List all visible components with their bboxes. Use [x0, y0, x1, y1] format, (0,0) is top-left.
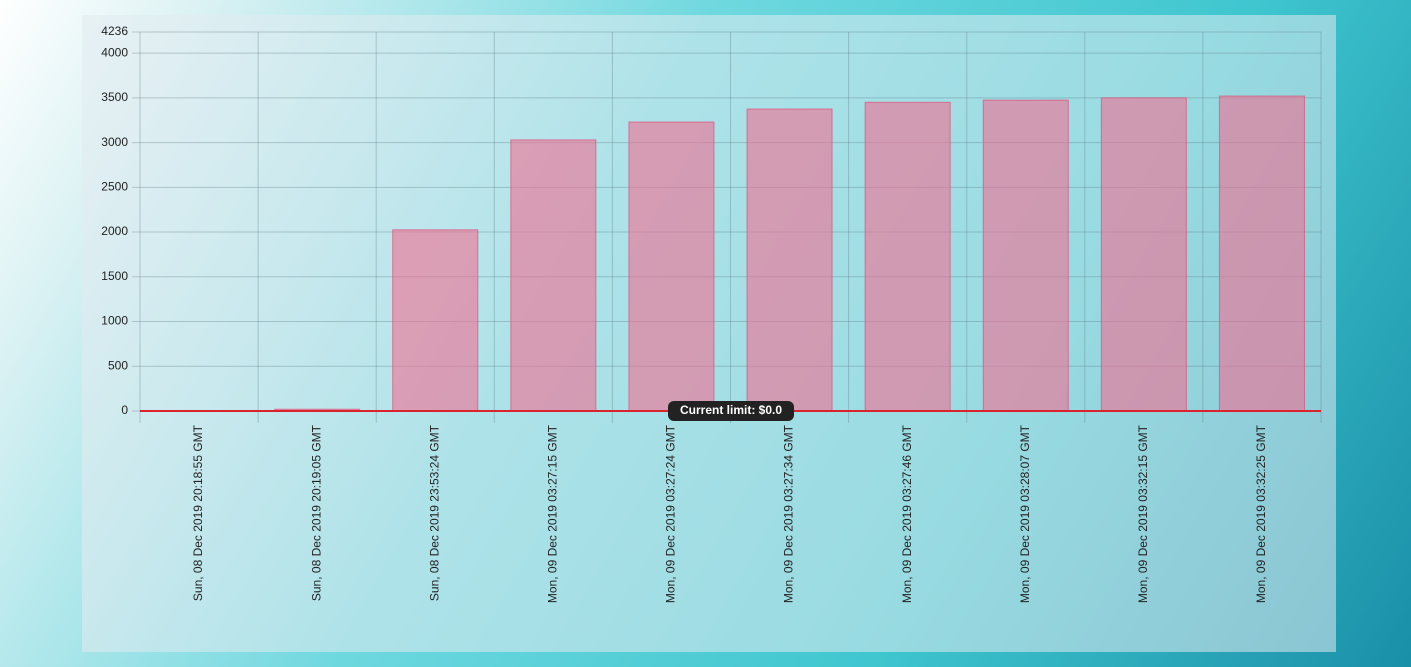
x-tick-label: Mon, 09 Dec 2019 03:32:15 GMT [1136, 424, 1150, 603]
y-tick-label: 3000 [101, 135, 128, 149]
x-tick-label: Sun, 08 Dec 2019 20:19:05 GMT [309, 424, 323, 601]
limit-label-box [668, 401, 794, 421]
bar [1218, 95, 1305, 412]
x-tick-label: Mon, 09 Dec 2019 03:27:46 GMT [900, 424, 914, 603]
bar [392, 229, 479, 412]
x-tick-label: Mon, 09 Dec 2019 03:27:15 GMT [546, 424, 560, 603]
y-tick-label: 1000 [101, 314, 128, 328]
bar [1100, 97, 1187, 412]
y-tick-label: 0 [121, 403, 128, 417]
y-tick-label: 2000 [101, 224, 128, 238]
limit-label: Current limit: $0.0 [680, 403, 782, 417]
y-tick-label: 4000 [101, 45, 128, 59]
x-tick-label: Mon, 09 Dec 2019 03:27:24 GMT [664, 424, 678, 603]
x-tick-label: Mon, 09 Dec 2019 03:28:07 GMT [1018, 424, 1032, 603]
x-tick-label: Mon, 09 Dec 2019 03:27:34 GMT [782, 424, 796, 603]
x-tick-label: Sun, 08 Dec 2019 23:53:24 GMT [427, 424, 441, 601]
bar [864, 101, 951, 412]
x-tick-label: Mon, 09 Dec 2019 03:32:25 GMT [1254, 424, 1268, 603]
y-tick-label: 4236 [101, 24, 128, 38]
bar [510, 139, 597, 412]
limit-annotation: Current limit: $0.0 [668, 401, 794, 421]
bar [746, 108, 833, 412]
y-tick-label: 1500 [101, 269, 128, 283]
bar [628, 121, 715, 412]
x-tick-label: Sun, 08 Dec 2019 20:18:55 GMT [191, 424, 205, 601]
bar [982, 99, 1069, 412]
y-tick-label: 500 [108, 358, 128, 372]
y-tick-label: 2500 [101, 179, 128, 193]
y-tick-label: 3500 [101, 90, 128, 104]
